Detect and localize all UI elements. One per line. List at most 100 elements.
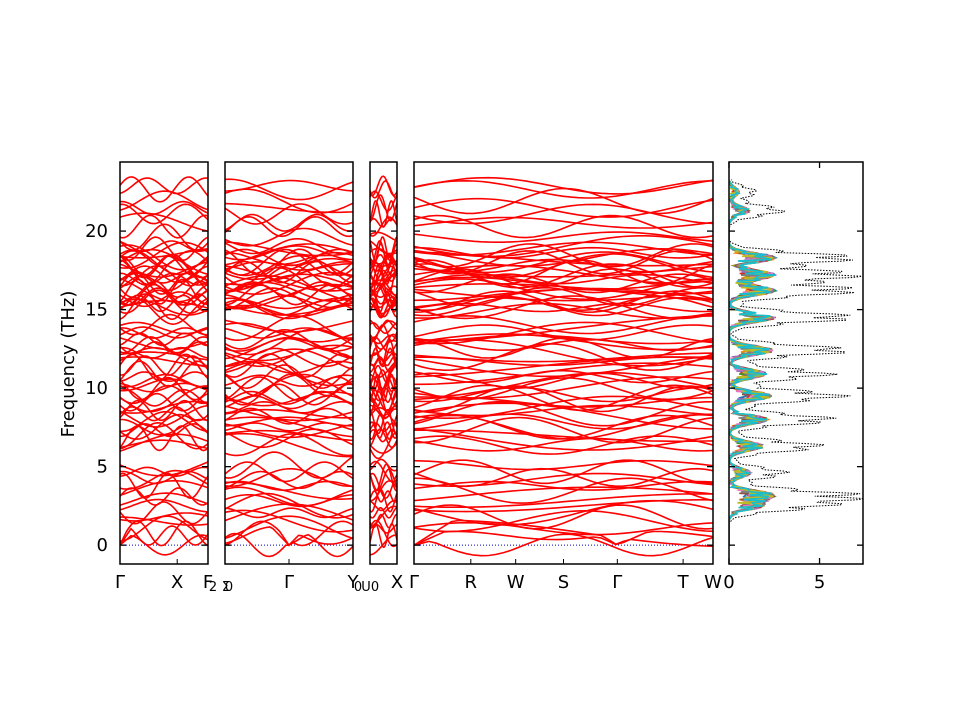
band-line bbox=[225, 337, 353, 352]
band-line bbox=[225, 374, 353, 387]
band-line bbox=[225, 257, 353, 281]
band-line bbox=[370, 408, 397, 435]
band-line bbox=[414, 250, 713, 275]
dos-panel bbox=[728, 161, 864, 565]
band-line bbox=[120, 255, 208, 276]
band-line bbox=[225, 251, 353, 266]
band-line bbox=[225, 423, 353, 439]
band-line bbox=[120, 241, 208, 269]
segment-subscript-label: U bbox=[361, 580, 371, 595]
band-line bbox=[120, 200, 208, 216]
band-line bbox=[225, 265, 353, 292]
band-line bbox=[225, 238, 353, 255]
band-line bbox=[414, 273, 713, 285]
band-line bbox=[225, 480, 353, 492]
band-line bbox=[225, 515, 353, 540]
band-line bbox=[225, 468, 353, 488]
kpoint-label: T bbox=[677, 572, 690, 593]
band-line bbox=[120, 525, 208, 546]
band-line bbox=[120, 411, 208, 433]
band-line bbox=[370, 373, 397, 402]
band-line bbox=[120, 212, 208, 232]
panel-frame bbox=[119, 161, 209, 565]
band-line bbox=[120, 248, 208, 275]
band-line bbox=[414, 372, 713, 389]
band-line bbox=[370, 190, 397, 212]
band-line bbox=[225, 395, 353, 410]
kpoint-label: X bbox=[171, 572, 183, 593]
band-line bbox=[225, 344, 353, 362]
band-line bbox=[414, 176, 713, 195]
band-panel-3 bbox=[369, 161, 398, 565]
band-line bbox=[120, 512, 208, 522]
band-line bbox=[225, 260, 353, 284]
band-line bbox=[414, 288, 713, 302]
band-line bbox=[225, 263, 353, 286]
band-line bbox=[414, 179, 713, 199]
band-line bbox=[225, 203, 353, 225]
band-line bbox=[120, 296, 208, 326]
band-line bbox=[370, 200, 397, 228]
band-line bbox=[370, 269, 397, 287]
band-line bbox=[414, 362, 713, 386]
segment-subscript-label: 0 bbox=[354, 580, 362, 595]
band-line bbox=[414, 521, 713, 536]
band-line bbox=[414, 435, 713, 455]
kpoint-label: R bbox=[465, 572, 478, 593]
band-line bbox=[225, 451, 353, 479]
band-line bbox=[120, 346, 208, 359]
band-line bbox=[120, 203, 208, 225]
band-line bbox=[414, 376, 713, 399]
segment-subscript-label: Σ bbox=[222, 580, 230, 595]
band-line bbox=[225, 470, 353, 490]
band-line bbox=[370, 472, 397, 499]
band-line bbox=[225, 255, 353, 277]
band-line bbox=[120, 253, 208, 279]
y-tick-label: 10 bbox=[85, 378, 108, 399]
band-line bbox=[414, 216, 713, 229]
band-line bbox=[370, 268, 397, 285]
band-line bbox=[120, 470, 208, 485]
band-line bbox=[225, 373, 353, 397]
band-line bbox=[414, 401, 713, 427]
band-line bbox=[414, 290, 713, 314]
band-line bbox=[414, 321, 713, 345]
band-line bbox=[120, 190, 208, 211]
segment-subscript-label: 0 bbox=[225, 580, 233, 595]
band-line bbox=[120, 356, 208, 367]
kpoint-label: W bbox=[507, 572, 525, 593]
band-line bbox=[225, 248, 353, 267]
segment-subscript-label: 0 bbox=[371, 580, 379, 595]
band-line bbox=[370, 428, 397, 448]
kpoint-label: Γ bbox=[612, 572, 622, 593]
band-line bbox=[370, 269, 397, 297]
band-line bbox=[120, 275, 208, 292]
band-line bbox=[414, 467, 713, 488]
band-line bbox=[120, 313, 208, 336]
band-line bbox=[414, 377, 713, 401]
band-line bbox=[414, 187, 713, 215]
band-line bbox=[225, 407, 353, 425]
band-line bbox=[370, 319, 397, 330]
band-line bbox=[414, 296, 713, 317]
band-line bbox=[370, 285, 397, 308]
band-line bbox=[414, 416, 713, 444]
band-line bbox=[120, 388, 208, 407]
band-line bbox=[414, 533, 713, 557]
band-line bbox=[414, 413, 713, 440]
kpoint-label: Γ bbox=[284, 572, 294, 593]
band-line bbox=[370, 534, 397, 556]
band-line bbox=[414, 459, 713, 471]
band-line bbox=[225, 348, 353, 374]
band-line bbox=[120, 516, 208, 526]
band-line bbox=[225, 287, 353, 311]
band-line bbox=[370, 488, 397, 513]
band-line bbox=[414, 493, 713, 508]
band-line bbox=[225, 202, 353, 214]
band-panel-1 bbox=[119, 161, 209, 565]
band-line bbox=[225, 353, 353, 378]
band-line bbox=[120, 404, 208, 428]
band-line bbox=[120, 340, 208, 356]
y-axis-title: Frequency (THz) bbox=[58, 291, 79, 438]
